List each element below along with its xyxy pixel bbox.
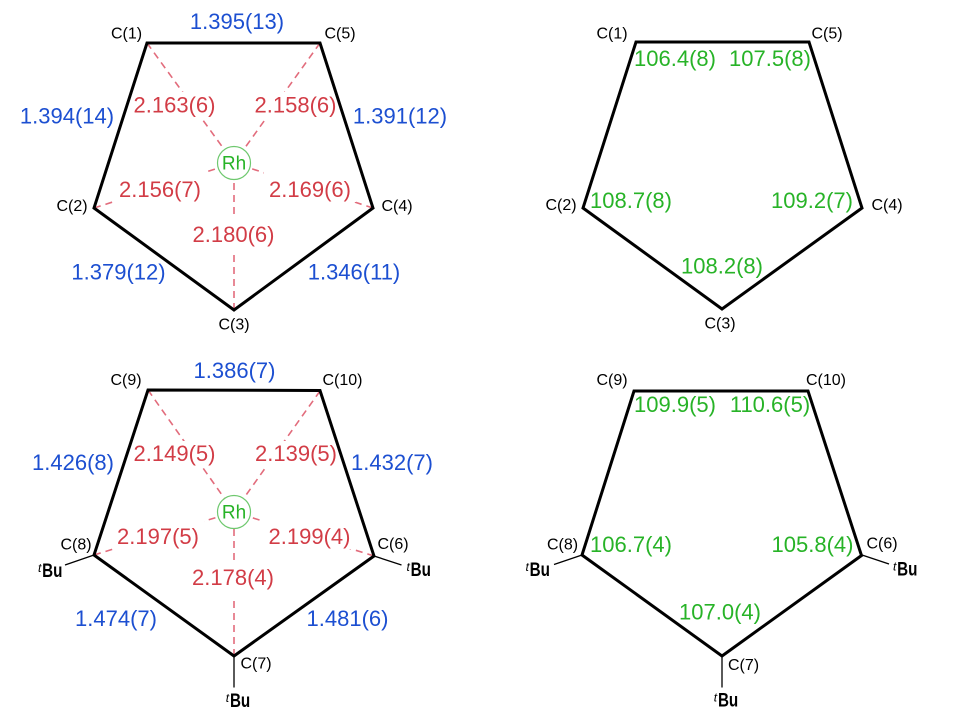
- svg-text:2.199(4): 2.199(4): [269, 524, 351, 549]
- svg-text:2.178(4): 2.178(4): [192, 565, 274, 590]
- svg-text:105.8(4): 105.8(4): [772, 532, 854, 557]
- svg-text:109.9(5): 109.9(5): [634, 392, 716, 417]
- svg-text:2.197(5): 2.197(5): [117, 524, 199, 549]
- svg-text:1.346(11): 1.346(11): [308, 259, 401, 284]
- svg-text:2.163(6): 2.163(6): [134, 92, 216, 117]
- svg-text:1.481(6): 1.481(6): [307, 606, 389, 631]
- svg-text:1.395(13): 1.395(13): [190, 9, 284, 34]
- svg-text:tBu: tBu: [526, 560, 550, 581]
- svg-text:tBu: tBu: [893, 560, 917, 581]
- svg-text:1.386(7): 1.386(7): [194, 358, 276, 383]
- svg-text:108.7(8): 108.7(8): [590, 188, 672, 213]
- svg-text:C(4): C(4): [381, 198, 412, 215]
- svg-text:2.139(5): 2.139(5): [255, 441, 337, 466]
- svg-text:C(3): C(3): [218, 316, 249, 333]
- svg-text:2.169(6): 2.169(6): [269, 177, 351, 202]
- svg-text:2.158(6): 2.158(6): [255, 92, 337, 117]
- svg-text:1.474(7): 1.474(7): [75, 606, 157, 631]
- svg-text:Rh: Rh: [222, 503, 246, 524]
- svg-text:tBu: tBu: [407, 560, 431, 581]
- svg-text:1.432(7): 1.432(7): [351, 450, 433, 475]
- svg-text:tBu: tBu: [714, 691, 738, 712]
- svg-text:106.7(4): 106.7(4): [590, 532, 672, 557]
- svg-text:C(5): C(5): [324, 25, 355, 42]
- svg-text:C(1): C(1): [596, 25, 627, 42]
- svg-text:C(8): C(8): [60, 536, 91, 553]
- svg-text:C(7): C(7): [728, 657, 759, 674]
- svg-text:C(9): C(9): [596, 372, 627, 389]
- svg-text:C(8): C(8): [547, 536, 578, 553]
- svg-text:2.156(7): 2.156(7): [119, 177, 201, 202]
- svg-text:C(1): C(1): [111, 25, 142, 42]
- svg-text:110.6(5): 110.6(5): [730, 392, 810, 417]
- svg-text:109.2(7): 109.2(7): [771, 188, 853, 213]
- svg-text:C(10): C(10): [322, 372, 362, 389]
- svg-text:1.391(12): 1.391(12): [353, 103, 447, 128]
- svg-text:tBu: tBu: [38, 561, 62, 582]
- svg-text:C(5): C(5): [811, 25, 842, 42]
- svg-text:2.149(5): 2.149(5): [134, 441, 216, 466]
- svg-text:1.379(12): 1.379(12): [71, 259, 165, 284]
- svg-text:C(7): C(7): [240, 655, 271, 672]
- svg-text:Rh: Rh: [222, 154, 246, 175]
- svg-text:2.180(6): 2.180(6): [193, 222, 275, 247]
- svg-text:1.394(14): 1.394(14): [20, 103, 114, 128]
- svg-text:C(9): C(9): [110, 372, 141, 389]
- svg-text:C(3): C(3): [704, 315, 735, 332]
- svg-text:C(4): C(4): [871, 197, 902, 214]
- svg-text:C(2): C(2): [545, 197, 576, 214]
- svg-text:C(6): C(6): [866, 535, 897, 552]
- svg-text:tBu: tBu: [226, 691, 250, 712]
- svg-text:C(10): C(10): [806, 372, 846, 389]
- svg-text:C(2): C(2): [56, 198, 87, 215]
- svg-text:107.5(8): 107.5(8): [729, 46, 811, 71]
- svg-text:107.0(4): 107.0(4): [679, 600, 761, 625]
- svg-text:108.2(8): 108.2(8): [681, 253, 763, 278]
- svg-text:1.426(8): 1.426(8): [32, 450, 114, 475]
- svg-text:106.4(8): 106.4(8): [634, 46, 716, 71]
- svg-text:C(6): C(6): [377, 536, 408, 553]
